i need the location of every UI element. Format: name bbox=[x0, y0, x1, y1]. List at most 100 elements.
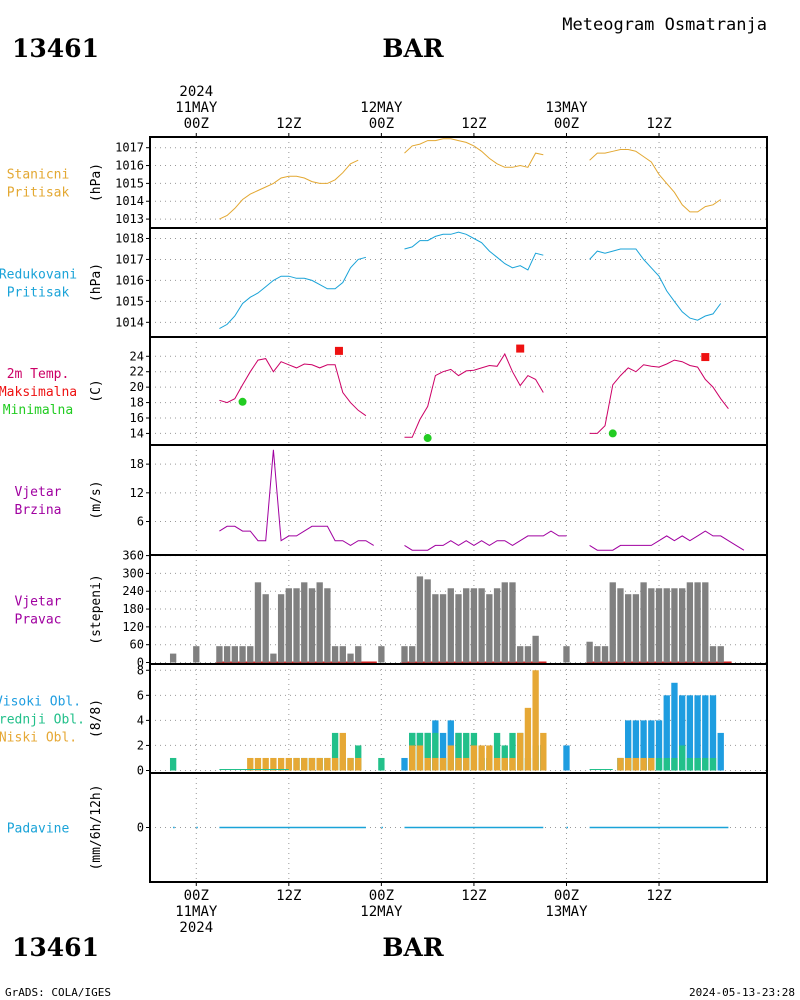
wind-direction-bar bbox=[409, 646, 416, 663]
top-axis-label: 12Z bbox=[276, 116, 301, 132]
cloud-bar bbox=[285, 757, 292, 771]
wind-direction-bar bbox=[594, 646, 601, 663]
panel-frame bbox=[149, 772, 768, 883]
y-tick-label: 1016 bbox=[115, 273, 144, 287]
panel-frame bbox=[149, 136, 768, 229]
cloud-bar bbox=[694, 695, 701, 771]
wind-direction-bar bbox=[663, 588, 670, 663]
y-tick-label: 16 bbox=[130, 411, 144, 425]
y-tick-label: 1014 bbox=[115, 315, 144, 329]
y-tick-label: 360 bbox=[122, 549, 144, 563]
y-tick-label: 1015 bbox=[115, 176, 144, 190]
cloud-bar bbox=[617, 757, 624, 771]
cloud-bar bbox=[625, 757, 632, 771]
bottom-axis-label: 12Z bbox=[461, 888, 486, 904]
y-tick-label: 22 bbox=[130, 365, 144, 379]
y-axis-label: (hPa) bbox=[89, 163, 104, 202]
panel-wind-speed: 6 12 18 (m/s) Vjetar Brzina bbox=[15, 444, 768, 556]
cloud-bar bbox=[247, 757, 254, 771]
y-tick-label: 60 bbox=[130, 638, 144, 652]
cloud-bar bbox=[277, 757, 285, 771]
cloud-bar bbox=[347, 757, 354, 771]
plot-area bbox=[169, 670, 724, 771]
y-axis-label: (m/s) bbox=[89, 480, 104, 519]
bottom-axis-label: 00Z bbox=[369, 888, 394, 904]
wind-direction-bar bbox=[416, 576, 424, 663]
footer-station-name: BAR bbox=[382, 933, 444, 962]
tmin-marker bbox=[238, 397, 247, 406]
footer-credit: GrADS: COLA/IGES bbox=[5, 986, 111, 999]
cloud-bar bbox=[686, 757, 694, 771]
panel-label: Maksimalna bbox=[0, 385, 77, 400]
cloud-bar bbox=[432, 732, 439, 771]
wind-direction-bar bbox=[432, 594, 439, 663]
wind-direction-bar bbox=[439, 594, 447, 663]
cloud-bar bbox=[424, 732, 431, 771]
cloud-bar bbox=[439, 732, 447, 771]
series-line bbox=[589, 248, 722, 321]
wind-direction-bar bbox=[517, 646, 524, 663]
wind-direction-bar bbox=[308, 588, 316, 663]
top-axis-label: 12MAY bbox=[360, 100, 403, 116]
cloud-bar bbox=[671, 757, 678, 771]
panel-label: Vjetar bbox=[15, 595, 62, 610]
wind-direction-bar bbox=[501, 582, 508, 663]
bottom-axis-label: 13MAY bbox=[545, 904, 588, 920]
wind-direction-bar bbox=[331, 646, 339, 663]
cloud-bar bbox=[424, 757, 431, 771]
footer-timestamp: 2024-05-13-23:28 bbox=[689, 986, 795, 999]
cloud-bar bbox=[540, 732, 547, 771]
wind-direction-bar bbox=[609, 582, 616, 663]
top-axis-label: 00Z bbox=[369, 116, 394, 132]
series-line bbox=[404, 138, 544, 168]
cloud-bar bbox=[717, 732, 724, 771]
panel-label: Srednji Obl. bbox=[0, 713, 85, 728]
series-line bbox=[219, 256, 367, 330]
cloud-bar bbox=[655, 757, 663, 771]
wind-direction-bar bbox=[717, 646, 724, 663]
panel-label: Padavine bbox=[7, 822, 70, 837]
wind-direction-bar bbox=[455, 594, 462, 663]
y-axis-label: (mm/6h/12h) bbox=[89, 784, 104, 870]
wind-direction-bar bbox=[509, 582, 516, 663]
y-tick-label: 20 bbox=[130, 380, 144, 394]
plot-area bbox=[219, 138, 721, 220]
series-line bbox=[219, 358, 367, 417]
wind-direction-bar bbox=[640, 582, 647, 663]
cloud-bar bbox=[455, 757, 462, 771]
y-tick-label: 24 bbox=[130, 349, 144, 363]
series-line bbox=[219, 159, 359, 220]
cloud-bar bbox=[524, 707, 532, 771]
wind-direction-bar bbox=[655, 588, 663, 663]
tmax-marker bbox=[701, 353, 710, 362]
wind-direction-bar bbox=[355, 646, 362, 663]
wind-direction-bar bbox=[625, 594, 632, 663]
cloud-bar bbox=[308, 757, 316, 771]
wind-direction-bar bbox=[586, 641, 593, 663]
cloud-bar bbox=[694, 757, 701, 771]
cloud-bar bbox=[301, 757, 308, 771]
wind-direction-bar bbox=[493, 588, 501, 663]
series-line bbox=[404, 530, 567, 551]
panels: 1013 1014 1015 1016 1017 (hPa) Stanicni Pritisa… bbox=[0, 136, 768, 883]
bottom-axis-label: 00Z bbox=[184, 888, 209, 904]
top-axis-label: 00Z bbox=[554, 116, 579, 132]
cloud-bar bbox=[709, 695, 717, 771]
y-tick-label: 18 bbox=[130, 457, 144, 471]
cloud-bar bbox=[509, 732, 516, 771]
y-tick-label: 18 bbox=[130, 396, 144, 410]
cloud-bar bbox=[640, 720, 647, 771]
panel-sea-pressure: 1014 1015 1016 1017 1018 (hPa) Redukovani Priti… bbox=[0, 227, 768, 338]
cloud-bar bbox=[254, 757, 262, 771]
series-line bbox=[219, 449, 374, 546]
y-tick-label: 1018 bbox=[115, 231, 144, 245]
y-axis-label: (8/8) bbox=[89, 699, 104, 738]
wind-direction-bar bbox=[486, 594, 493, 663]
wind-direction-bar bbox=[671, 588, 678, 663]
wind-direction-bar bbox=[324, 588, 331, 663]
cloud-bar bbox=[324, 757, 331, 771]
cloud-bar bbox=[702, 757, 709, 771]
cloud-bar bbox=[640, 757, 647, 771]
wind-direction-bar bbox=[378, 646, 385, 663]
y-axis-label: (hPa) bbox=[89, 263, 104, 302]
